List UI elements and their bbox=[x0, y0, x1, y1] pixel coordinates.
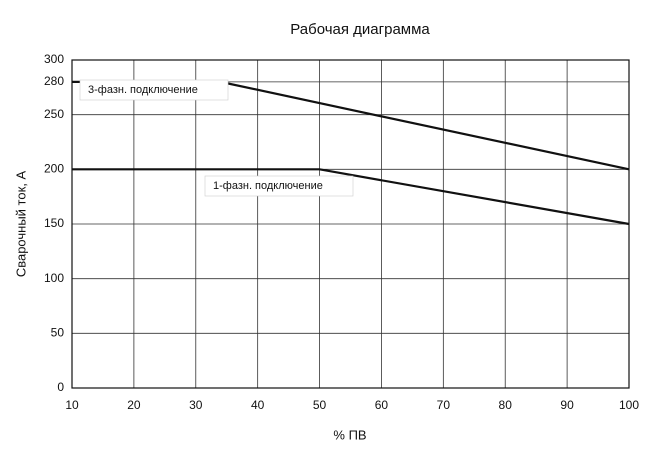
data-line bbox=[72, 168, 630, 226]
y-tick-label: 300 bbox=[44, 52, 64, 66]
x-tick-label: 30 bbox=[189, 398, 203, 412]
y-tick-label: 280 bbox=[44, 74, 64, 88]
y-tick-label: 50 bbox=[51, 326, 65, 340]
y-tick-label: 250 bbox=[44, 107, 64, 121]
series-label: 3-фазн. подключение bbox=[88, 84, 198, 96]
chart-title: Рабочая диаграмма bbox=[290, 21, 430, 38]
x-axis-label: % ПВ bbox=[333, 427, 366, 442]
y-axis-label: Сварочный ток, А bbox=[13, 171, 28, 278]
x-tick-label: 80 bbox=[499, 398, 513, 412]
x-tick-label: 20 bbox=[127, 398, 141, 412]
x-tick-label: 40 bbox=[251, 398, 265, 412]
x-tick-label: 50 bbox=[313, 398, 327, 412]
x-tick-label: 60 bbox=[375, 398, 389, 412]
x-tick-label: 100 bbox=[619, 398, 639, 412]
y-tick-label: 150 bbox=[44, 216, 64, 230]
label-box bbox=[79, 79, 229, 101]
y-tick-label: 200 bbox=[44, 162, 64, 176]
x-tick-label: 90 bbox=[560, 398, 574, 412]
y-tick-label: 100 bbox=[44, 271, 64, 285]
y-tick-label: 0 bbox=[57, 380, 64, 394]
x-tick-label: 70 bbox=[437, 398, 451, 412]
x-tick-label: 10 bbox=[65, 398, 79, 412]
series-label: 1-фазн. подключение bbox=[213, 180, 323, 192]
label-box bbox=[204, 175, 354, 197]
